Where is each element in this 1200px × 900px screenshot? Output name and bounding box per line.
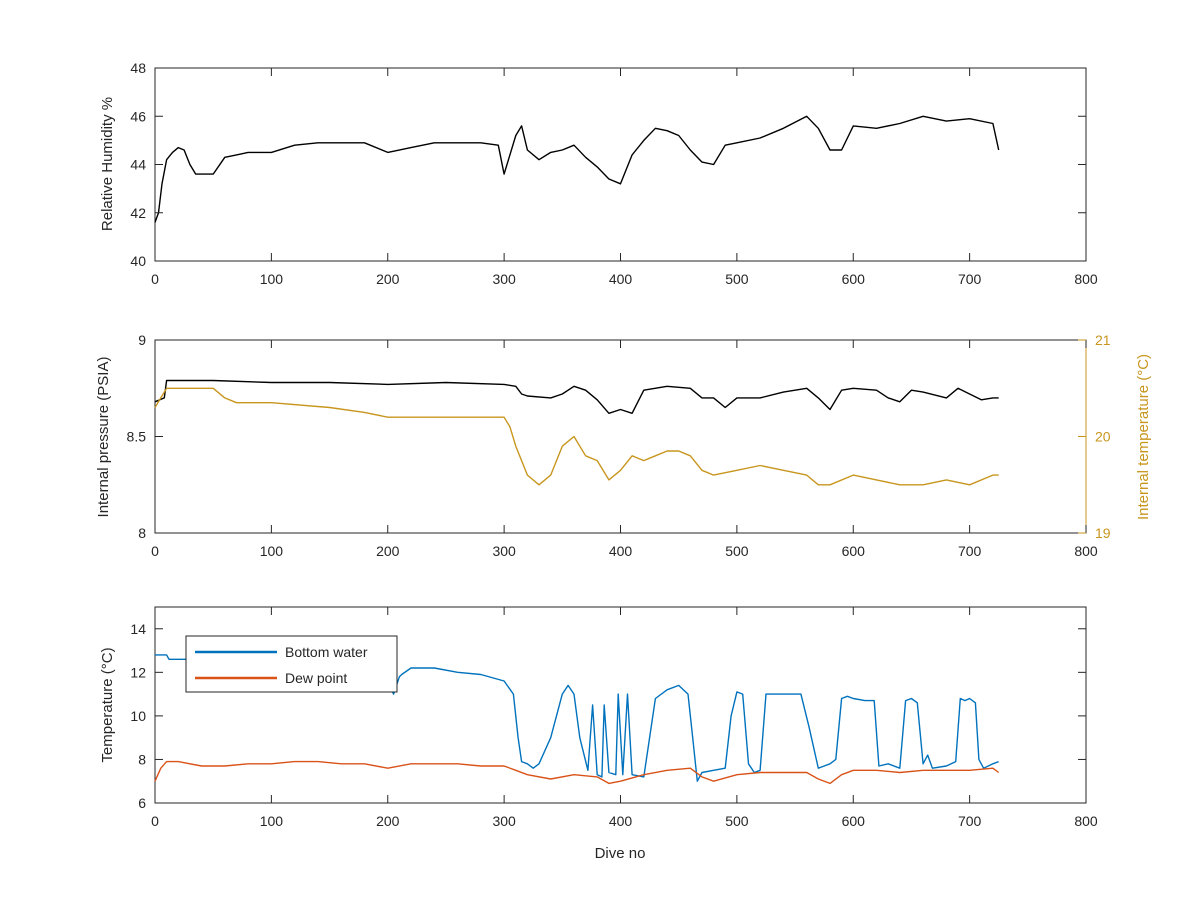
x-axis-label: Dive no: [595, 845, 646, 862]
temperature-y-tick-label-14: 14: [130, 621, 146, 637]
temperature-x-tick-label-400: 400: [609, 813, 633, 829]
pressure-y-tick-label-8: 8: [138, 525, 146, 541]
humidity-y-axis-label: Relative Humidity %: [99, 97, 116, 231]
temperature-right-y-tick-label-20: 20: [1095, 429, 1111, 445]
pressure-x-ticks: 0 100 200 300 400 500 600 700 800: [151, 340, 1098, 559]
humidity-y-tick-label-40: 40: [130, 253, 146, 269]
pressure-x-tick-label-200: 200: [376, 543, 400, 559]
panel-humidity: 0 100 200 300 400 500 600 700 800 40 42 44 46 48 Rel…: [99, 60, 1098, 287]
temperature-x-tick-label-800: 800: [1074, 813, 1098, 829]
temperature-y-tick-label-8: 8: [138, 751, 146, 767]
legend: Bottom water Dew point: [185, 635, 398, 693]
pressure-x-tick-label-400: 400: [609, 543, 633, 559]
temperature-right-y-tick-label-19: 19: [1095, 525, 1111, 541]
legend-box: [185, 635, 398, 693]
series-line-bottom-water: [155, 654, 999, 782]
pressure-axes-box: [154, 339, 1087, 534]
pressure-series-group: [154, 379, 999, 486]
humidity-x-tick-label-500: 500: [725, 271, 749, 287]
pressure-x-tick-label-600: 600: [842, 543, 866, 559]
humidity-y-ticks: 40 42 44 46 48: [130, 60, 1086, 269]
humidity-axes-box: [154, 67, 1087, 262]
series-line-humidity-0: [154, 115, 1000, 223]
pressure-y-ticks: 88.59: [127, 332, 163, 541]
humidity-x-tick-label-300: 300: [492, 271, 516, 287]
temperature-right-axis-label: Internal temperature (°C): [1135, 354, 1152, 520]
temperature-x-tick-label-300: 300: [492, 813, 516, 829]
pressure-y-tick-label-8-5: 8.5: [127, 429, 147, 445]
temperature-y-ticks: 6 8 10 12 14: [130, 621, 1086, 811]
series-line-internal-temperature: [154, 387, 999, 486]
humidity-y-tick-label-48: 48: [130, 60, 146, 76]
humidity-y-tick-label-42: 42: [130, 205, 146, 221]
legend-label-bottom-water: Bottom water: [285, 644, 368, 660]
humidity-x-tick-label-700: 700: [958, 271, 982, 287]
temperature-x-tick-label-700: 700: [958, 813, 982, 829]
temperature-x-tick-label-500: 500: [725, 813, 749, 829]
panel-temperature: 0 100 200 300 400 500 600 700 800 6 8 10 12 14 Tempe…: [99, 606, 1098, 862]
temperature-y-axis-label: Temperature (°C): [99, 647, 116, 762]
pressure-x-tick-label-0: 0: [151, 543, 159, 559]
temperature-y-tick-label-6: 6: [138, 795, 146, 811]
humidity-x-tick-label-400: 400: [609, 271, 633, 287]
pressure-x-tick-label-100: 100: [260, 543, 284, 559]
humidity-x-ticks: 0 100 200 300 400 500 600 700 800: [151, 68, 1098, 287]
temperature-x-tick-label-100: 100: [260, 813, 284, 829]
humidity-x-tick-label-200: 200: [376, 271, 400, 287]
pressure-y-tick-label-9: 9: [138, 332, 146, 348]
temperature-x-ticks: 0 100 200 300 400 500 600 700 800: [151, 607, 1098, 829]
humidity-x-tick-label-600: 600: [842, 271, 866, 287]
temperature-right-y-ticks: 19 20 21: [1078, 332, 1111, 541]
legend-label-dew-point: Dew point: [285, 670, 347, 686]
temperature-y-tick-label-10: 10: [130, 708, 146, 724]
temperature-series-group: [154, 654, 1000, 785]
pressure-x-tick-label-500: 500: [725, 543, 749, 559]
temperature-x-tick-label-600: 600: [842, 813, 866, 829]
humidity-x-tick-label-100: 100: [260, 271, 284, 287]
temperature-x-tick-label-200: 200: [376, 813, 400, 829]
temperature-x-tick-label-0: 0: [151, 813, 159, 829]
series-line-pressure-0: [154, 379, 999, 414]
pressure-x-tick-label-800: 800: [1074, 543, 1098, 559]
series-line-dew-point: [154, 760, 1000, 785]
humidity-y-tick-label-44: 44: [130, 157, 146, 173]
temperature-right-y-tick-label-21: 21: [1095, 332, 1111, 348]
humidity-series-group: [154, 115, 1000, 223]
humidity-x-tick-label-800: 800: [1074, 271, 1098, 287]
temperature-y-tick-label-12: 12: [130, 664, 146, 680]
pressure-x-tick-label-300: 300: [492, 543, 516, 559]
pressure-x-tick-label-700: 700: [958, 543, 982, 559]
humidity-y-tick-label-46: 46: [130, 108, 146, 124]
humidity-x-tick-label-0: 0: [151, 271, 159, 287]
pressure-y-axis-label: Internal pressure (PSIA): [95, 357, 112, 518]
